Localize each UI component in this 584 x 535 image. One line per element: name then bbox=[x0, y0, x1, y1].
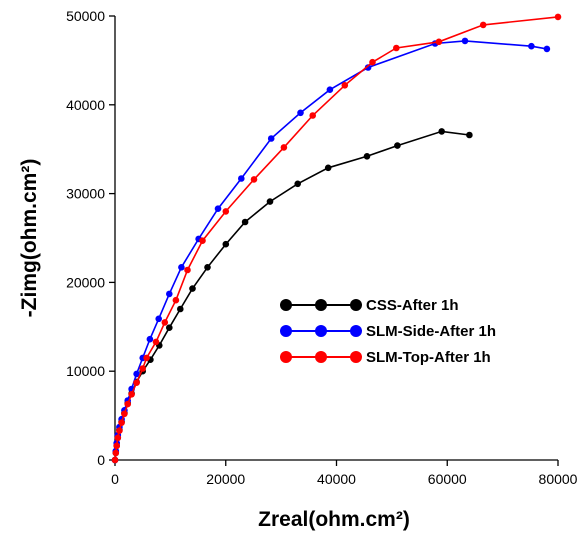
y-tick-label: 20000 bbox=[66, 274, 105, 290]
data-point bbox=[393, 44, 400, 52]
data-point bbox=[172, 296, 180, 304]
y-axis-label: -Zimg(ohm.cm²) bbox=[18, 159, 41, 318]
data-point bbox=[466, 131, 473, 139]
data-point bbox=[267, 135, 275, 142]
legend-item: SLM-Side-After 1h bbox=[280, 323, 496, 340]
data-point bbox=[161, 319, 169, 326]
legend-marker bbox=[315, 299, 327, 311]
data-point bbox=[139, 365, 146, 372]
legend-marker bbox=[350, 351, 362, 363]
data-point bbox=[222, 240, 230, 248]
data-point bbox=[222, 208, 230, 215]
legend: CSS-After 1h SLM-Side-After 1h SLM-Top-Aft… bbox=[280, 297, 496, 366]
data-point bbox=[364, 64, 372, 71]
data-point bbox=[280, 144, 288, 151]
series-line bbox=[114, 40, 548, 461]
data-point bbox=[238, 175, 245, 182]
data-point bbox=[189, 285, 196, 292]
data-point bbox=[294, 180, 302, 188]
data-point bbox=[199, 237, 206, 244]
data-point bbox=[214, 205, 222, 212]
data-point bbox=[341, 82, 349, 89]
data-point bbox=[143, 354, 150, 362]
y-tick-label: 0 bbox=[97, 452, 105, 468]
x-tick-label: 40000 bbox=[317, 471, 356, 487]
y-tick-label: 50000 bbox=[66, 8, 105, 24]
data-point bbox=[118, 419, 125, 427]
x-tick-label: 20000 bbox=[206, 471, 245, 487]
data-point bbox=[113, 442, 120, 450]
data-point bbox=[177, 305, 184, 313]
y-tick-label: 30000 bbox=[66, 186, 105, 202]
data-point bbox=[394, 142, 401, 149]
legend-label: SLM-Top-After 1h bbox=[366, 349, 491, 366]
data-point bbox=[116, 427, 123, 435]
data-point bbox=[146, 335, 154, 343]
legend-label: CSS-After 1h bbox=[366, 297, 459, 314]
data-point bbox=[155, 315, 162, 323]
data-point bbox=[204, 264, 211, 271]
x-tick-group: 0 20000 40000 60000 80000 bbox=[111, 460, 578, 487]
y-tick-label: 10000 bbox=[66, 363, 105, 379]
data-point bbox=[479, 21, 487, 29]
y-tick-group: 0 10000 20000 30000 40000 50000 bbox=[66, 8, 115, 468]
legend-marker bbox=[315, 351, 327, 363]
data-point bbox=[326, 86, 334, 93]
data-point bbox=[133, 379, 140, 387]
data-point bbox=[324, 164, 332, 172]
legend-marker bbox=[315, 325, 327, 337]
data-point bbox=[369, 58, 376, 66]
data-point bbox=[166, 290, 173, 298]
legend-item: CSS-After 1h bbox=[280, 297, 459, 314]
legend-marker bbox=[280, 325, 292, 337]
series-1 bbox=[111, 37, 551, 464]
x-tick-label: 0 bbox=[111, 471, 119, 487]
data-point bbox=[121, 410, 128, 418]
data-point bbox=[250, 176, 258, 183]
series-2 bbox=[111, 13, 562, 464]
x-axis-label: Zreal(ohm.cm²) bbox=[258, 508, 410, 531]
x-tick-label: 60000 bbox=[428, 471, 467, 487]
x-tick-label: 80000 bbox=[539, 471, 578, 487]
data-point bbox=[133, 370, 140, 378]
data-point bbox=[266, 198, 274, 205]
legend-marker bbox=[280, 351, 292, 363]
data-point bbox=[124, 400, 131, 408]
series-0 bbox=[111, 128, 473, 464]
legend-label: SLM-Side-After 1h bbox=[366, 323, 496, 340]
legend-marker bbox=[350, 325, 362, 337]
data-point bbox=[438, 128, 446, 135]
data-point bbox=[554, 13, 562, 21]
data-point bbox=[111, 456, 119, 464]
data-point bbox=[178, 264, 185, 271]
data-point bbox=[528, 42, 535, 50]
data-point bbox=[166, 324, 173, 332]
legend-marker bbox=[350, 299, 362, 311]
legend-marker bbox=[280, 299, 292, 311]
data-point bbox=[241, 218, 249, 226]
data-point bbox=[152, 338, 160, 346]
data-point bbox=[128, 391, 135, 398]
series-layer bbox=[111, 13, 562, 464]
plot-area bbox=[114, 16, 558, 461]
data-point bbox=[363, 153, 371, 160]
data-point bbox=[184, 266, 191, 274]
data-point bbox=[309, 112, 317, 119]
data-point bbox=[461, 37, 469, 45]
series-line bbox=[114, 16, 559, 461]
data-point bbox=[435, 38, 443, 46]
legend-item: SLM-Top-After 1h bbox=[280, 349, 491, 366]
data-point bbox=[543, 45, 551, 53]
y-tick-label: 40000 bbox=[66, 97, 105, 113]
data-point bbox=[112, 449, 120, 457]
data-point bbox=[297, 109, 304, 117]
data-point bbox=[114, 434, 122, 442]
